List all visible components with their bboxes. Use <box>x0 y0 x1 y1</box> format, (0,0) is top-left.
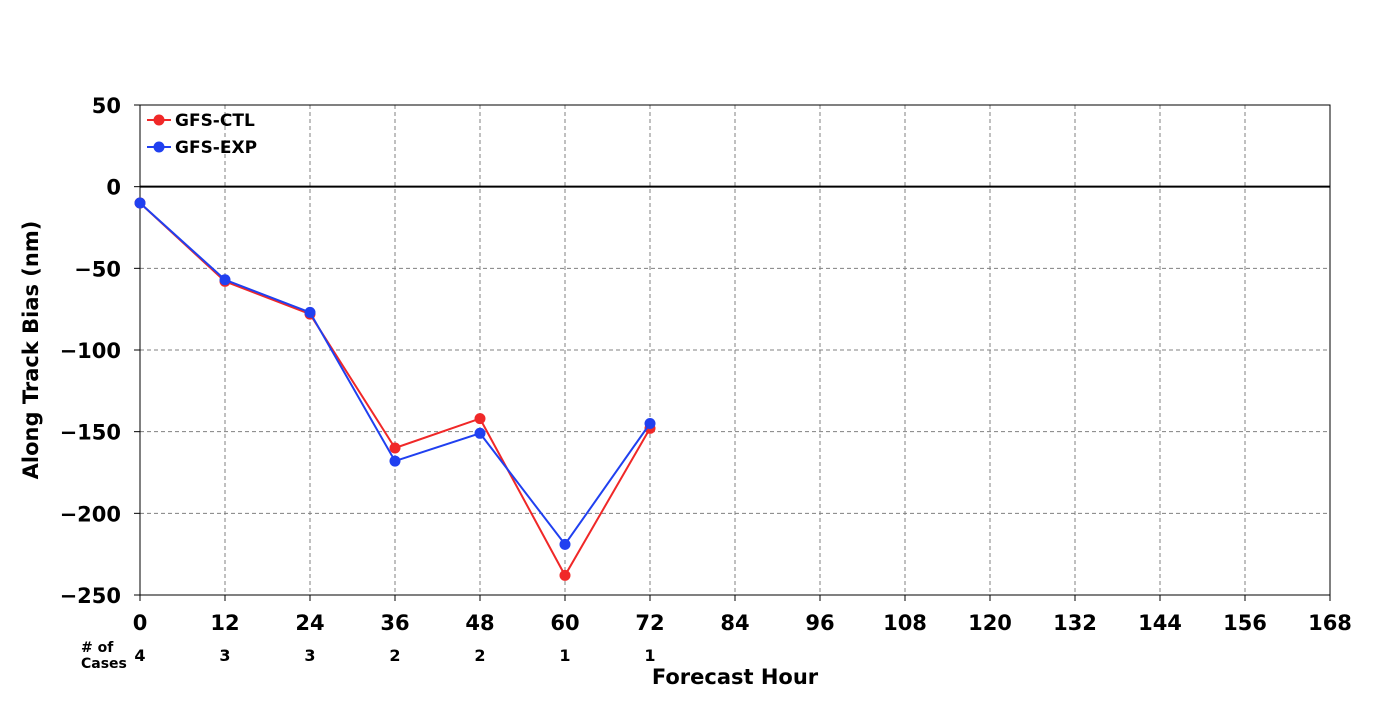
data-point <box>474 413 486 425</box>
case-count: 2 <box>389 646 400 665</box>
y-tick-label: −200 <box>60 502 121 526</box>
x-tick-label: 96 <box>805 611 834 635</box>
x-tick-label: 84 <box>720 611 749 635</box>
legend-marker <box>153 114 165 126</box>
legend: GFS-CTL GFS-EXP <box>147 111 257 158</box>
y-tick-label: 50 <box>92 94 121 118</box>
case-count: 1 <box>644 646 655 665</box>
case-count: 2 <box>474 646 485 665</box>
x-tick-label: 132 <box>1053 611 1097 635</box>
x-tick-label: 36 <box>380 611 409 635</box>
data-point <box>644 418 656 429</box>
x-tick-label: 168 <box>1308 611 1352 635</box>
legend-marker <box>153 141 165 153</box>
x-tick-label: 12 <box>210 611 239 635</box>
x-tick-label: 24 <box>295 611 324 635</box>
series-layer <box>134 197 656 581</box>
data-point <box>304 306 316 318</box>
x-axis-title: Forecast Hour <box>652 665 819 689</box>
y-tick-label: 0 <box>106 176 121 200</box>
legend-label: GFS-EXP <box>175 138 257 158</box>
data-point <box>559 538 571 550</box>
case-count: 3 <box>219 646 230 665</box>
y-tick-label: −150 <box>60 421 121 445</box>
x-tick-label: 120 <box>968 611 1012 635</box>
cases-heading: # of <box>81 640 114 656</box>
x-tick-label: 108 <box>883 611 927 635</box>
x-tick-label: 72 <box>635 611 664 635</box>
x-tick-label: 0 <box>133 611 148 635</box>
legend-label: GFS-CTL <box>175 111 255 131</box>
grid-layer <box>140 105 1330 595</box>
data-point <box>134 197 146 209</box>
data-point <box>389 442 401 454</box>
y-tick-label: −250 <box>60 584 121 608</box>
x-tick-label: 48 <box>465 611 494 635</box>
x-tick-label: 60 <box>550 611 579 635</box>
cases-heading: Cases <box>81 656 127 672</box>
x-tick-label: 144 <box>1138 611 1182 635</box>
data-point <box>389 455 401 467</box>
y-tick-label: −50 <box>74 257 121 281</box>
data-point <box>474 427 486 439</box>
x-tick-label: 156 <box>1223 611 1267 635</box>
case-count: 4 <box>134 646 145 665</box>
y-axis-title: Along Track Bias (nm) <box>19 221 43 480</box>
data-point <box>219 274 231 286</box>
series-gfs-exp <box>134 197 656 550</box>
case-count: 1 <box>559 646 570 665</box>
data-point <box>559 569 571 581</box>
case-count: 3 <box>304 646 315 665</box>
ticks-layer: 0 12 24 36 48 60 72 84 96 108 120 132 144 156 168 50 0 −5… <box>60 94 1352 635</box>
y-tick-label: −100 <box>60 339 121 363</box>
